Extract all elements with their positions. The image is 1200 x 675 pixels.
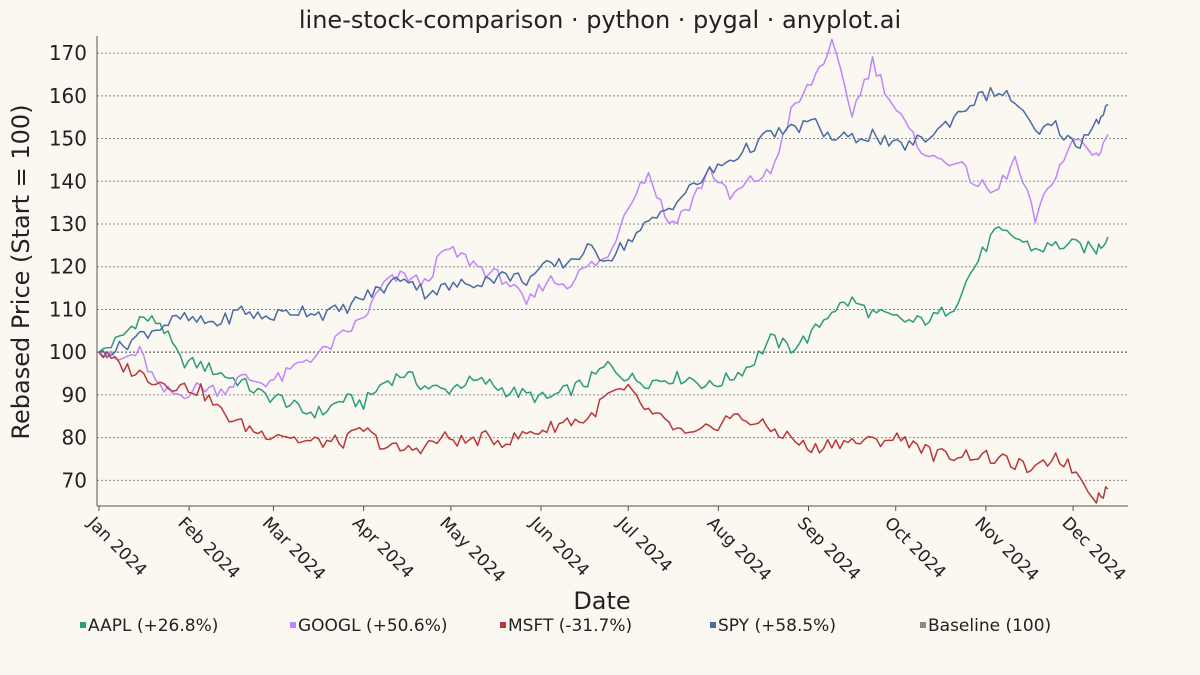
x-tick-label: May 2024	[435, 513, 508, 586]
legend-swatch	[920, 622, 926, 628]
x-tick-label: Feb 2024	[174, 513, 244, 583]
y-axis-label: Rebased Price (Start = 100)	[7, 104, 35, 439]
y-tick-label: 150	[49, 127, 87, 151]
x-tick-label: Aug 2024	[703, 513, 775, 585]
legend-swatch	[710, 622, 716, 628]
y-tick-label: 90	[62, 383, 87, 407]
y-tick-label: 140	[49, 169, 87, 193]
legend-item[interactable]: SPY (+58.5%)	[710, 616, 836, 636]
x-tick-label: Oct 2024	[880, 513, 949, 582]
legend-item[interactable]: MSFT (-31.7%)	[500, 616, 632, 636]
series-line-spy	[98, 86, 1109, 358]
legend-label: Baseline (100)	[928, 616, 1051, 636]
y-tick-label: 70	[62, 468, 87, 492]
x-axis-label: Date	[573, 587, 630, 615]
y-tick-label: 100	[49, 340, 87, 364]
legend-item[interactable]: Baseline (100)	[920, 616, 1051, 636]
x-tick-label: Apr 2024	[348, 513, 417, 582]
y-tick-label: 120	[49, 255, 87, 279]
y-tick-label: 170	[49, 41, 87, 65]
legend-label: GOOGL (+50.6%)	[298, 616, 448, 636]
y-tick-label: 80	[62, 426, 87, 450]
y-tick-label: 130	[49, 212, 87, 236]
series-line-aapl	[98, 226, 1109, 419]
legend-swatch	[500, 622, 506, 628]
grid-layer	[97, 52, 1128, 481]
series-line-googl	[98, 38, 1109, 400]
legend-label: SPY (+58.5%)	[718, 616, 836, 636]
x-tick-label: Nov 2024	[970, 513, 1042, 585]
legend-label: MSFT (-31.7%)	[508, 616, 632, 636]
y-tick-label: 160	[49, 84, 87, 108]
axis-layer: 70 80 90 100 110 120 130 140 150 160 170 Jan 2024 Fe…	[49, 36, 1130, 587]
x-tick-label: Jan 2024	[83, 513, 151, 581]
legend-item[interactable]: GOOGL (+50.6%)	[290, 616, 448, 636]
legend-item[interactable]: AAPL (+26.8%)	[80, 616, 218, 636]
y-tick-label: 110	[49, 297, 87, 321]
x-tick-label: Dec 2024	[1058, 513, 1130, 585]
legend-swatch	[290, 622, 296, 628]
x-tick-label: Jun 2024	[525, 513, 593, 581]
legend: AAPL (+26.8%) GOOGL (+50.6%) MSFT (-31.7%)…	[80, 616, 1051, 636]
x-tick-label: Sep 2024	[793, 513, 864, 584]
x-tick-label: Jul 2024	[612, 513, 676, 577]
x-tick-label: Mar 2024	[258, 513, 329, 584]
legend-label: AAPL (+26.8%)	[88, 616, 218, 636]
legend-swatch	[80, 622, 86, 628]
series-line-msft	[98, 351, 1109, 504]
chart-title: line-stock-comparison · python · pygal ·…	[299, 6, 901, 34]
series-layer	[97, 38, 1128, 504]
